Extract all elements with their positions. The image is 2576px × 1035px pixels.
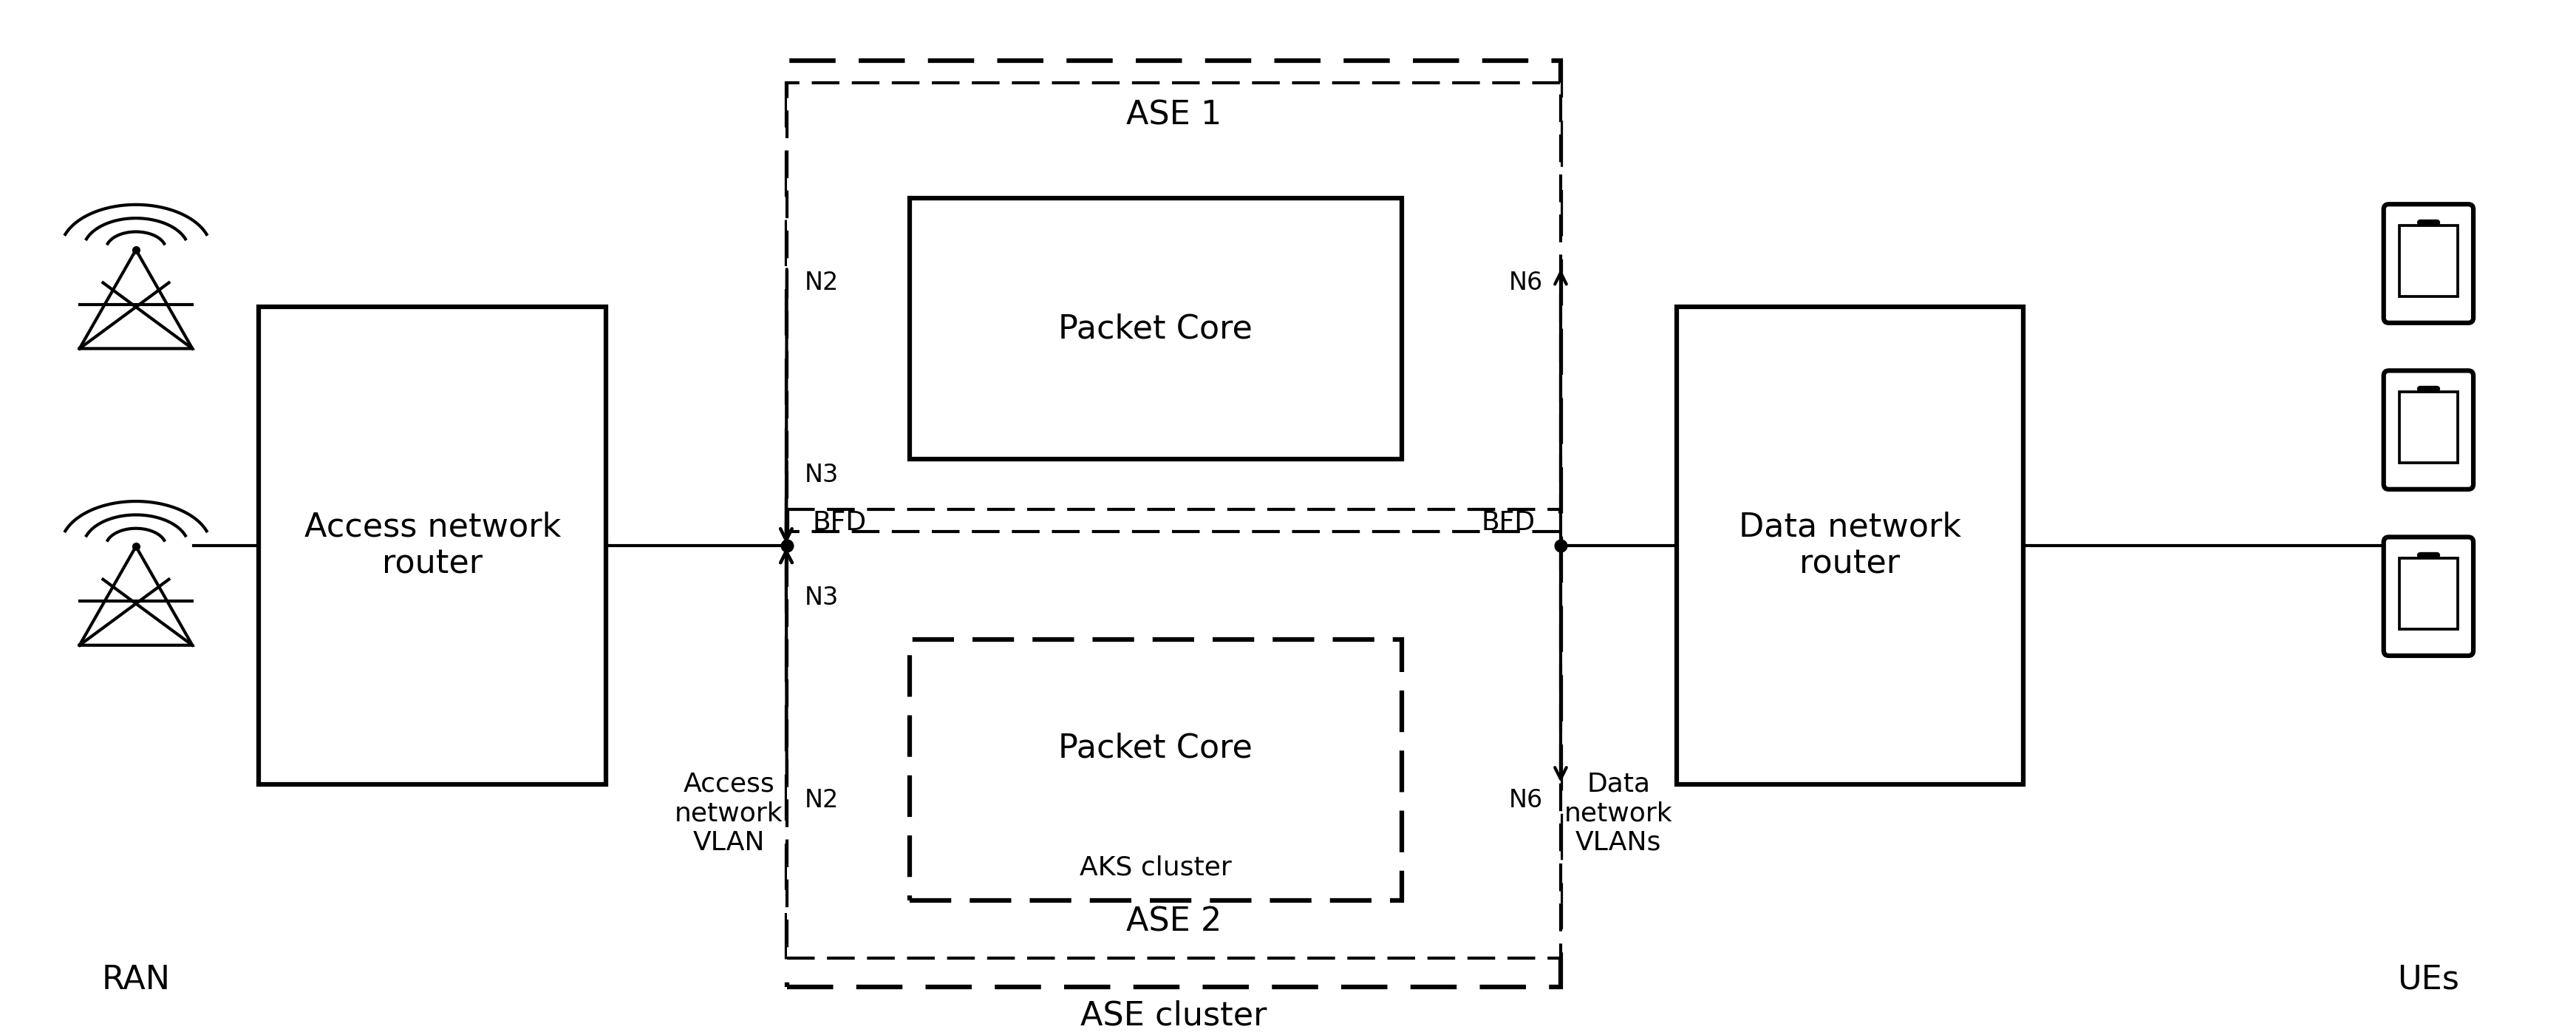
Bar <box>1677 307 2022 785</box>
Text: N3: N3 <box>804 463 840 486</box>
Text: N2: N2 <box>804 788 840 812</box>
Text: Data
network
VLANs: Data network VLANs <box>1564 772 1672 855</box>
Text: BFD: BFD <box>1481 510 1535 535</box>
Text: UEs: UEs <box>2396 964 2460 996</box>
Text: BFD: BFD <box>811 510 866 535</box>
Bar <box>786 83 1561 509</box>
Text: N2: N2 <box>804 271 840 295</box>
Bar <box>786 61 1561 987</box>
Bar <box>2398 226 2458 296</box>
Text: Access network
router: Access network router <box>304 511 562 580</box>
Text: N3: N3 <box>804 586 840 610</box>
Bar <box>258 307 605 785</box>
Text: ASE 1: ASE 1 <box>1126 99 1221 131</box>
Text: AKS cluster: AKS cluster <box>1079 855 1231 881</box>
Text: N6: N6 <box>1507 271 1543 295</box>
FancyBboxPatch shape <box>2383 371 2473 490</box>
Bar <box>909 199 1401 459</box>
Text: Packet Core: Packet Core <box>1059 313 1252 345</box>
FancyBboxPatch shape <box>2383 537 2473 656</box>
Text: N6: N6 <box>1507 788 1543 812</box>
FancyBboxPatch shape <box>2383 204 2473 323</box>
Text: Packet Core: Packet Core <box>1059 733 1252 764</box>
Text: RAN: RAN <box>100 964 170 996</box>
Text: Data network
router: Data network router <box>1739 511 1960 580</box>
Text: Access
network
VLAN: Access network VLAN <box>675 772 783 855</box>
Bar <box>2398 392 2458 463</box>
Bar <box>786 531 1561 958</box>
Text: ASE cluster: ASE cluster <box>1079 1000 1267 1032</box>
Bar <box>909 640 1401 900</box>
Text: ASE 2: ASE 2 <box>1126 906 1221 938</box>
Bar <box>2398 559 2458 629</box>
